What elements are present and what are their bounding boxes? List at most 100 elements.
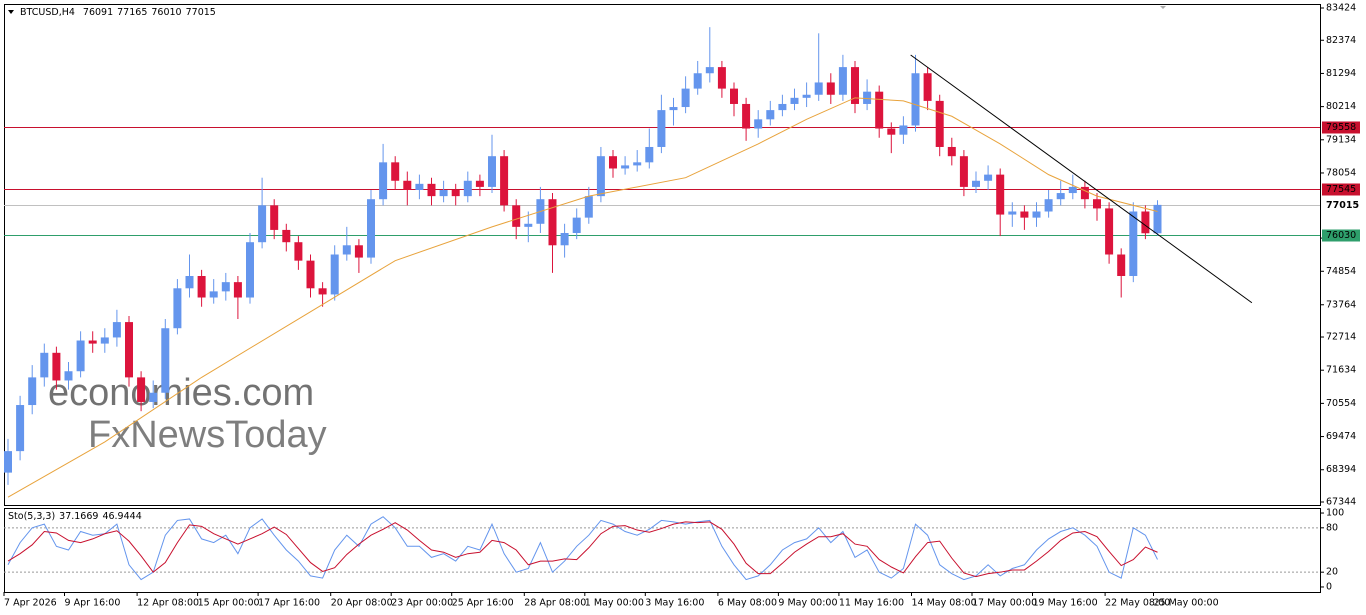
header-value: 37.1669 [59, 511, 98, 522]
candle-body [40, 352, 49, 378]
candle-body [185, 276, 194, 289]
candle-body [221, 282, 230, 292]
x-tick-label: 25 May 00:00 [1154, 598, 1219, 609]
candle-body [1093, 199, 1101, 209]
candle-body [318, 288, 327, 295]
header-value: 76091 [83, 7, 113, 18]
candle-body [233, 282, 242, 298]
y-tick-label: 73764 [1326, 299, 1356, 310]
candle-body [500, 156, 509, 206]
header-value: Sto(5,3,3) [8, 511, 55, 522]
y-tick-label: 100 [1326, 508, 1344, 519]
candle-body [4, 451, 12, 473]
y-tick-label: 81294 [1326, 68, 1356, 79]
candle-body [439, 189, 448, 197]
candle-body [681, 88, 690, 108]
candle-body [209, 291, 218, 298]
header-value: 76010 [151, 7, 181, 18]
candle-body [367, 199, 375, 258]
candle-body [826, 82, 835, 95]
candle-body [427, 183, 436, 197]
candle-body [875, 91, 884, 129]
candle-body [887, 128, 896, 135]
y-tick-label: 70554 [1326, 398, 1356, 409]
candle-body [149, 392, 158, 402]
candle-body [1044, 199, 1053, 212]
x-tick-label: 3 May 16:00 [645, 598, 704, 609]
menu-arrow [8, 10, 14, 14]
y-tick-label: 78054 [1326, 167, 1356, 178]
candle-body [342, 245, 351, 255]
level-label: 77015 [1326, 200, 1359, 211]
candle-body [125, 322, 133, 378]
header-value: BTCUSD,H4 [20, 7, 75, 18]
candle-body [1153, 204, 1162, 234]
candle-body [911, 73, 920, 126]
candle-body [560, 232, 569, 246]
candle-body [64, 371, 73, 381]
y-tick-label: 79134 [1326, 134, 1356, 145]
candle-body [76, 340, 85, 372]
header-value: 46.9444 [102, 511, 141, 522]
candle-body [730, 88, 738, 104]
candle-body [403, 180, 412, 190]
x-tick-label: 23 Apr 00:00 [391, 598, 453, 609]
scroll-marker [1160, 6, 1166, 9]
x-tick-label: 22 May 08:00 [1105, 598, 1170, 609]
x-tick-label: 20 Apr 08:00 [331, 598, 393, 609]
y-tick-label: 83424 [1326, 2, 1356, 13]
candle-body [669, 107, 678, 111]
candle-body [959, 156, 968, 187]
candle-body [972, 180, 980, 187]
level-label: 79558 [1326, 122, 1356, 133]
y-tick-label: 67344 [1326, 496, 1356, 507]
y-tick-label: 82374 [1326, 35, 1356, 46]
x-tick-label: 9 Apr 16:00 [65, 598, 121, 609]
candle-body [1117, 254, 1126, 277]
candle-body [379, 162, 388, 200]
candle-body [1141, 211, 1150, 234]
candle-body [645, 146, 654, 163]
candle-body [705, 67, 714, 74]
y-tick-label: 20 [1326, 567, 1338, 578]
level-label: 76030 [1326, 230, 1356, 241]
candle-body [354, 245, 363, 258]
watermark: economies.com [48, 372, 314, 414]
candle-body [584, 196, 593, 218]
candle-body [1020, 211, 1029, 218]
y-tick-label: 74854 [1326, 266, 1356, 277]
candle-body [1008, 211, 1017, 215]
watermark: FxNewsToday [88, 414, 327, 456]
level-label-box [1322, 199, 1360, 212]
x-tick-label: 6 May 08:00 [718, 598, 777, 609]
y-tick-label: 80214 [1326, 101, 1356, 112]
candle-body [1032, 211, 1041, 218]
y-tick-label: 68394 [1326, 464, 1356, 475]
candle-body [415, 183, 424, 190]
candle-body [609, 156, 617, 169]
candle-body [391, 162, 400, 181]
x-tick-label: 1 May 00:00 [585, 598, 644, 609]
moving-average [7, 97, 1158, 498]
candle-body [282, 229, 291, 243]
trend-line [910, 54, 1253, 304]
candle-body [306, 260, 315, 289]
candle-body [996, 174, 1005, 215]
candle-body [1056, 193, 1065, 200]
candle-body [548, 199, 557, 246]
candle-body [112, 322, 121, 338]
x-tick-label: 14 May 08:00 [912, 598, 977, 609]
candle-body [524, 223, 533, 227]
candle-body [633, 162, 642, 166]
level-label: 77545 [1326, 184, 1356, 195]
candle-body [802, 94, 811, 98]
candle-body [851, 67, 859, 104]
candle-body [463, 180, 472, 197]
candle-body [28, 377, 37, 406]
candle-body [814, 82, 823, 95]
candle-body [899, 125, 908, 135]
main-panel [4, 4, 1321, 506]
candle-body [754, 119, 763, 129]
